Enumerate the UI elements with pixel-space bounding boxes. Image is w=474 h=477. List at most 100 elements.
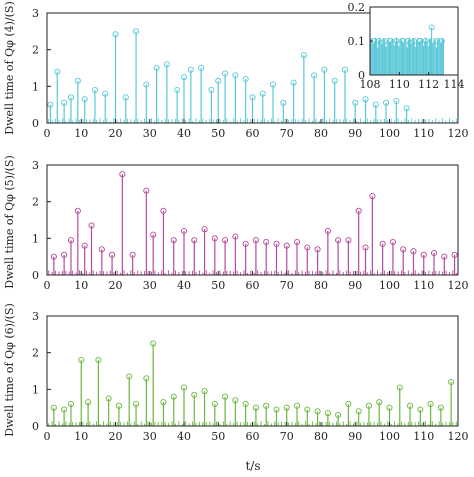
stem-marker-1-11 [150,231,157,238]
x-tick-label-0-7: 70 [280,127,294,140]
x-tick-label-0-6: 60 [246,127,260,140]
stem-marker-1-12 [160,207,167,214]
x-tick-label-1-1: 10 [74,279,88,292]
stem-marker-1-5 [88,222,95,229]
stem-marker-0-11 [143,81,150,88]
x-tick-label-2-8: 80 [314,430,328,443]
stem-marker-2-40 [448,378,455,386]
stem-marker-1-33 [369,193,376,200]
x-tick-label-2-7: 70 [280,430,294,443]
stem-marker-2-18 [222,393,229,400]
stem-marker-0-10 [132,28,140,35]
stem-marker-2-35 [396,384,403,391]
stem-marker-2-23 [273,406,280,413]
stem-marker-0-18 [208,86,215,94]
stem-marker-1-34 [379,240,386,247]
stem-marker-1-32 [362,244,369,251]
stem-marker-0-21 [232,72,239,79]
stem-marker-2-0 [50,404,57,411]
stem-marker-1-13 [170,237,177,244]
stem-marker-1-40 [441,253,448,260]
panel-dwell-qphi-5: 0 10 20 30 40 50 60 70 80 90 100 110 120 0 1 2 3 [32,159,469,292]
inset-marker-12 [438,38,445,44]
x-tick-label-1-6: 60 [246,279,260,292]
y-tick-label-1-2: 2 [32,196,39,209]
stem-marker-0-38 [403,105,410,112]
stem-marker-1-36 [400,246,407,253]
stem-marker-2-25 [293,402,301,409]
inset-marker-8 [416,38,423,44]
stem-marker-2-1 [61,406,68,413]
stem-marker-0-4 [74,77,81,84]
stem-marker-2-5 [95,356,102,364]
y-axis-label-qphi-6: Dwell time of Qφ (6)/(S) [3,303,16,436]
y-tick-label-0-1: 1 [32,80,39,93]
stem-marker-2-11 [150,340,157,347]
x-tick-label-0-10: 100 [379,127,400,140]
stem-marker-2-26 [304,406,311,413]
x-tick-label-0-5: 50 [211,127,225,140]
x-tick-label-2-1: 10 [74,430,88,443]
stem-marker-2-28 [324,410,331,417]
y-tick-label-0-0: 0 [32,117,39,130]
stem-marker-0-34 [362,96,369,103]
stem-marker-1-2 [67,237,75,244]
stem-marker-1-20 [242,240,249,247]
stem-marker-1-3 [74,207,81,214]
inset-marker-4 [393,38,400,44]
stem-marker-0-30 [321,66,328,73]
stem-marker-1-8 [119,171,126,178]
x-tick-label-1-2: 20 [109,279,123,292]
stem-marker-1-31 [355,207,362,214]
y-tick-label-2-2: 2 [32,347,39,360]
stem-marker-2-24 [283,404,290,411]
inset-marker-10 [428,24,435,31]
stem-marker-0-19 [215,77,222,84]
stem-marker-2-16 [201,388,208,395]
stem-marker-1-28 [324,227,331,235]
stem-marker-0-14 [174,86,181,94]
x-tick-label-0-1: 10 [74,127,88,140]
y-tick-label-2-3: 3 [32,310,39,323]
x-tick-label-0-8: 80 [314,127,328,140]
stem-marker-1-27 [314,246,321,253]
stem-marker-1-37 [410,248,417,255]
stem-marker-2-7 [115,402,122,409]
stem-marker-0-16 [187,66,194,73]
stem-marker-1-4 [81,242,88,249]
stem-marker-2-31 [355,408,362,415]
stem-marker-0-8 [112,31,119,38]
inset-marker-1 [375,38,382,44]
x-tick-label-1-3: 30 [143,279,157,292]
x-tick-label-1-0: 0 [44,279,51,292]
stem-marker-1-10 [143,187,150,194]
y-tick-label-1-1: 1 [32,232,39,245]
stem-marker-0-1 [54,68,61,75]
stem-marker-0-27 [290,79,297,86]
x-tick-label-2-11: 110 [413,430,434,443]
stem-marker-2-2 [67,400,75,408]
stem-marker-1-26 [304,244,311,251]
stem-marker-1-1 [61,251,68,258]
stem-marker-1-21 [252,237,259,244]
stem-marker-2-38 [427,400,434,408]
inset-marker-11 [434,38,441,44]
stem-marker-1-23 [273,240,280,247]
x-tick-label-1-4: 40 [177,279,191,292]
y-tick-label-1-3: 3 [32,159,39,172]
stem-marker-1-6 [98,246,105,253]
inset-x-tick-label-2: 112 [418,78,439,91]
stem-marker-1-30 [345,237,352,244]
x-tick-label-2-2: 20 [109,430,123,443]
stem-marker-2-37 [417,406,424,413]
stem-marker-1-0 [50,253,57,260]
stem-marker-2-8 [126,373,133,380]
stem-marker-1-7 [109,251,116,258]
stem-marker-0-37 [393,97,400,105]
stem-marker-2-39 [437,404,444,411]
y-tick-label-2-1: 1 [32,383,39,396]
stem-marker-2-10 [143,375,150,382]
inset-marker-9 [422,38,429,44]
stem-marker-2-20 [242,400,249,408]
